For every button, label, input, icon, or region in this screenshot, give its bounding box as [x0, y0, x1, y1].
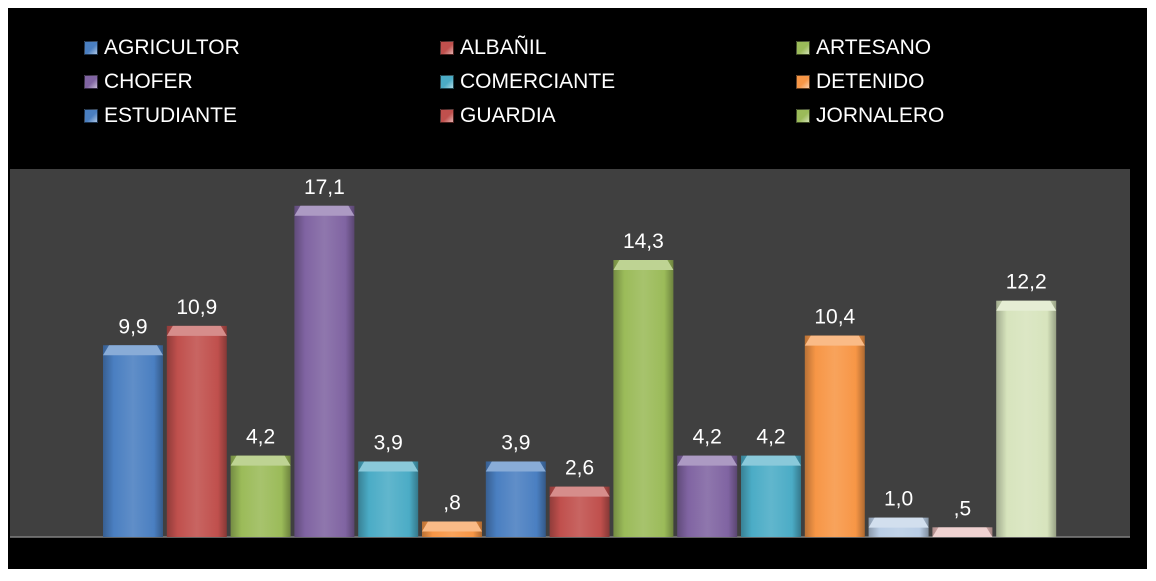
- bar-cap: [549, 486, 610, 497]
- data-label: 1,0: [884, 488, 913, 511]
- data-label: 10,9: [176, 296, 217, 319]
- data-label: 4,2: [756, 426, 785, 449]
- legend-item: CHOFER: [84, 70, 193, 94]
- bar: [485, 461, 546, 537]
- bar-cap: [804, 335, 865, 346]
- bar: [103, 345, 163, 537]
- bar: [804, 335, 865, 537]
- bar-cap: [677, 455, 738, 466]
- chart-frame: AGRICULTOR ALBAÑIL ARTESANO CHOFER COMERCIAN…: [8, 8, 1147, 569]
- legend-item: ARTESANO: [796, 36, 931, 60]
- bar: [677, 455, 738, 537]
- data-label: 10,4: [814, 306, 855, 329]
- data-label: 17,1: [304, 176, 345, 199]
- legend-item: JORNALERO: [796, 104, 944, 128]
- bar-cap: [613, 260, 674, 271]
- data-label: 9,9: [118, 315, 147, 338]
- legend-label: DETENIDO: [816, 70, 925, 93]
- value-labels-group: 9,9 10,9 4,2 17,1 3,9 ,8 3,9 2,6 14,3 4,2 4,2 10,4 1…: [118, 176, 1046, 521]
- bar: [613, 260, 674, 537]
- legend-swatch: [440, 75, 454, 89]
- bar-cap: [294, 205, 355, 216]
- data-label: 14,3: [623, 230, 664, 253]
- bar-cap: [485, 461, 546, 472]
- legend-label: JORNALERO: [816, 104, 945, 127]
- bar-cap: [996, 300, 1057, 311]
- legend-item: COMERCIANTE: [440, 70, 615, 94]
- legend-item: ALBAÑIL: [440, 36, 546, 60]
- bar: [294, 205, 355, 538]
- legend-swatch: [84, 75, 98, 89]
- data-label: 3,9: [501, 431, 530, 454]
- data-label: 12,2: [1006, 271, 1047, 294]
- legend-label: AGRICULTOR: [104, 36, 240, 59]
- bar: [166, 325, 227, 537]
- bar-cap: [422, 521, 482, 532]
- data-label: 3,9: [374, 431, 403, 454]
- legend-item: AGRICULTOR: [84, 36, 240, 60]
- legend-swatch: [796, 75, 810, 89]
- legend-swatch: [440, 41, 454, 55]
- data-label: 4,2: [693, 426, 722, 449]
- legend-swatch: [796, 41, 810, 55]
- bar: [996, 300, 1057, 537]
- bars-group: [103, 205, 1057, 538]
- legend-swatch: [796, 109, 810, 123]
- data-label: 4,2: [246, 426, 275, 449]
- legend-label: ARTESANO: [816, 36, 932, 59]
- bar: [741, 455, 801, 537]
- bar: [358, 461, 419, 537]
- legend-label: GUARDIA: [460, 104, 556, 127]
- legend-label: CHOFER: [104, 70, 193, 93]
- legend-label: ESTUDIANTE: [104, 104, 238, 127]
- legend-item: DETENIDO: [796, 70, 925, 94]
- bar-cap: [166, 325, 227, 336]
- legend-swatch: [84, 109, 98, 123]
- legend-label: COMERCIANTE: [460, 70, 616, 93]
- legend-item: GUARDIA: [440, 104, 556, 128]
- legend-swatch: [84, 41, 98, 55]
- data-label: ,5: [954, 497, 972, 520]
- bar-cap: [868, 517, 929, 528]
- bar-cap: [103, 345, 163, 356]
- data-label: ,8: [443, 492, 461, 515]
- bar-cap: [358, 461, 419, 472]
- bar-cap: [932, 527, 993, 537]
- data-label: 2,6: [565, 457, 594, 480]
- bar: [230, 455, 291, 537]
- legend-swatch: [440, 109, 454, 123]
- legend-item: ESTUDIANTE: [84, 104, 237, 128]
- plot-svg: 9,9 10,9 4,2 17,1 3,9 ,8 3,9 2,6 14,3 4,2 4,2 10,4 1…: [10, 169, 1130, 538]
- bar-cap: [230, 455, 291, 466]
- bar-cap: [741, 455, 801, 466]
- legend-label: ALBAÑIL: [460, 36, 547, 59]
- chart-legend: AGRICULTOR ALBAÑIL ARTESANO CHOFER COMERCIAN…: [8, 8, 1147, 158]
